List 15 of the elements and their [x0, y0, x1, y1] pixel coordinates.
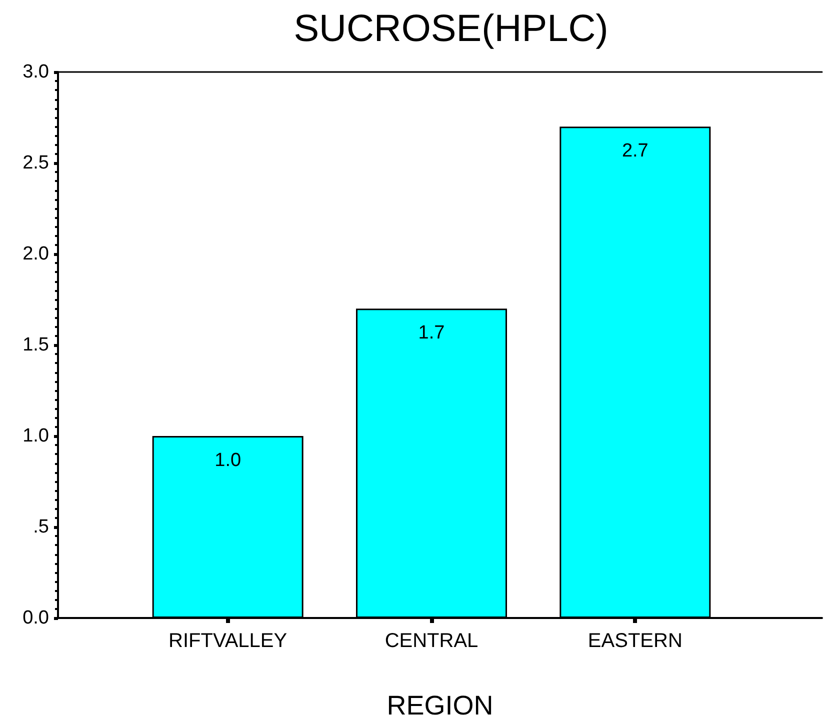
- y-tick-label: 1.5: [22, 334, 49, 356]
- y-tick-label: 3.0: [22, 62, 49, 82]
- y-tick-label: .5: [33, 516, 49, 538]
- y-tick-label: 1.0: [22, 426, 49, 446]
- chart-title: SUCROSE(HPLC): [294, 8, 608, 50]
- x-tick-label: CENTRAL: [384, 630, 478, 652]
- x-axis-title: REGION: [386, 690, 494, 720]
- data-label: 1.0: [214, 450, 242, 471]
- data-label: 2.7: [622, 140, 648, 162]
- x-tick-label: EASTERN: [588, 630, 682, 652]
- y-tick-label: 2.5: [22, 152, 49, 174]
- data-label: 1.7: [418, 322, 445, 344]
- y-tick-label: 2.0: [22, 244, 49, 264]
- y-tick-label: 0.0: [22, 608, 49, 628]
- x-tick-label: RIFTVALLEY: [168, 630, 288, 652]
